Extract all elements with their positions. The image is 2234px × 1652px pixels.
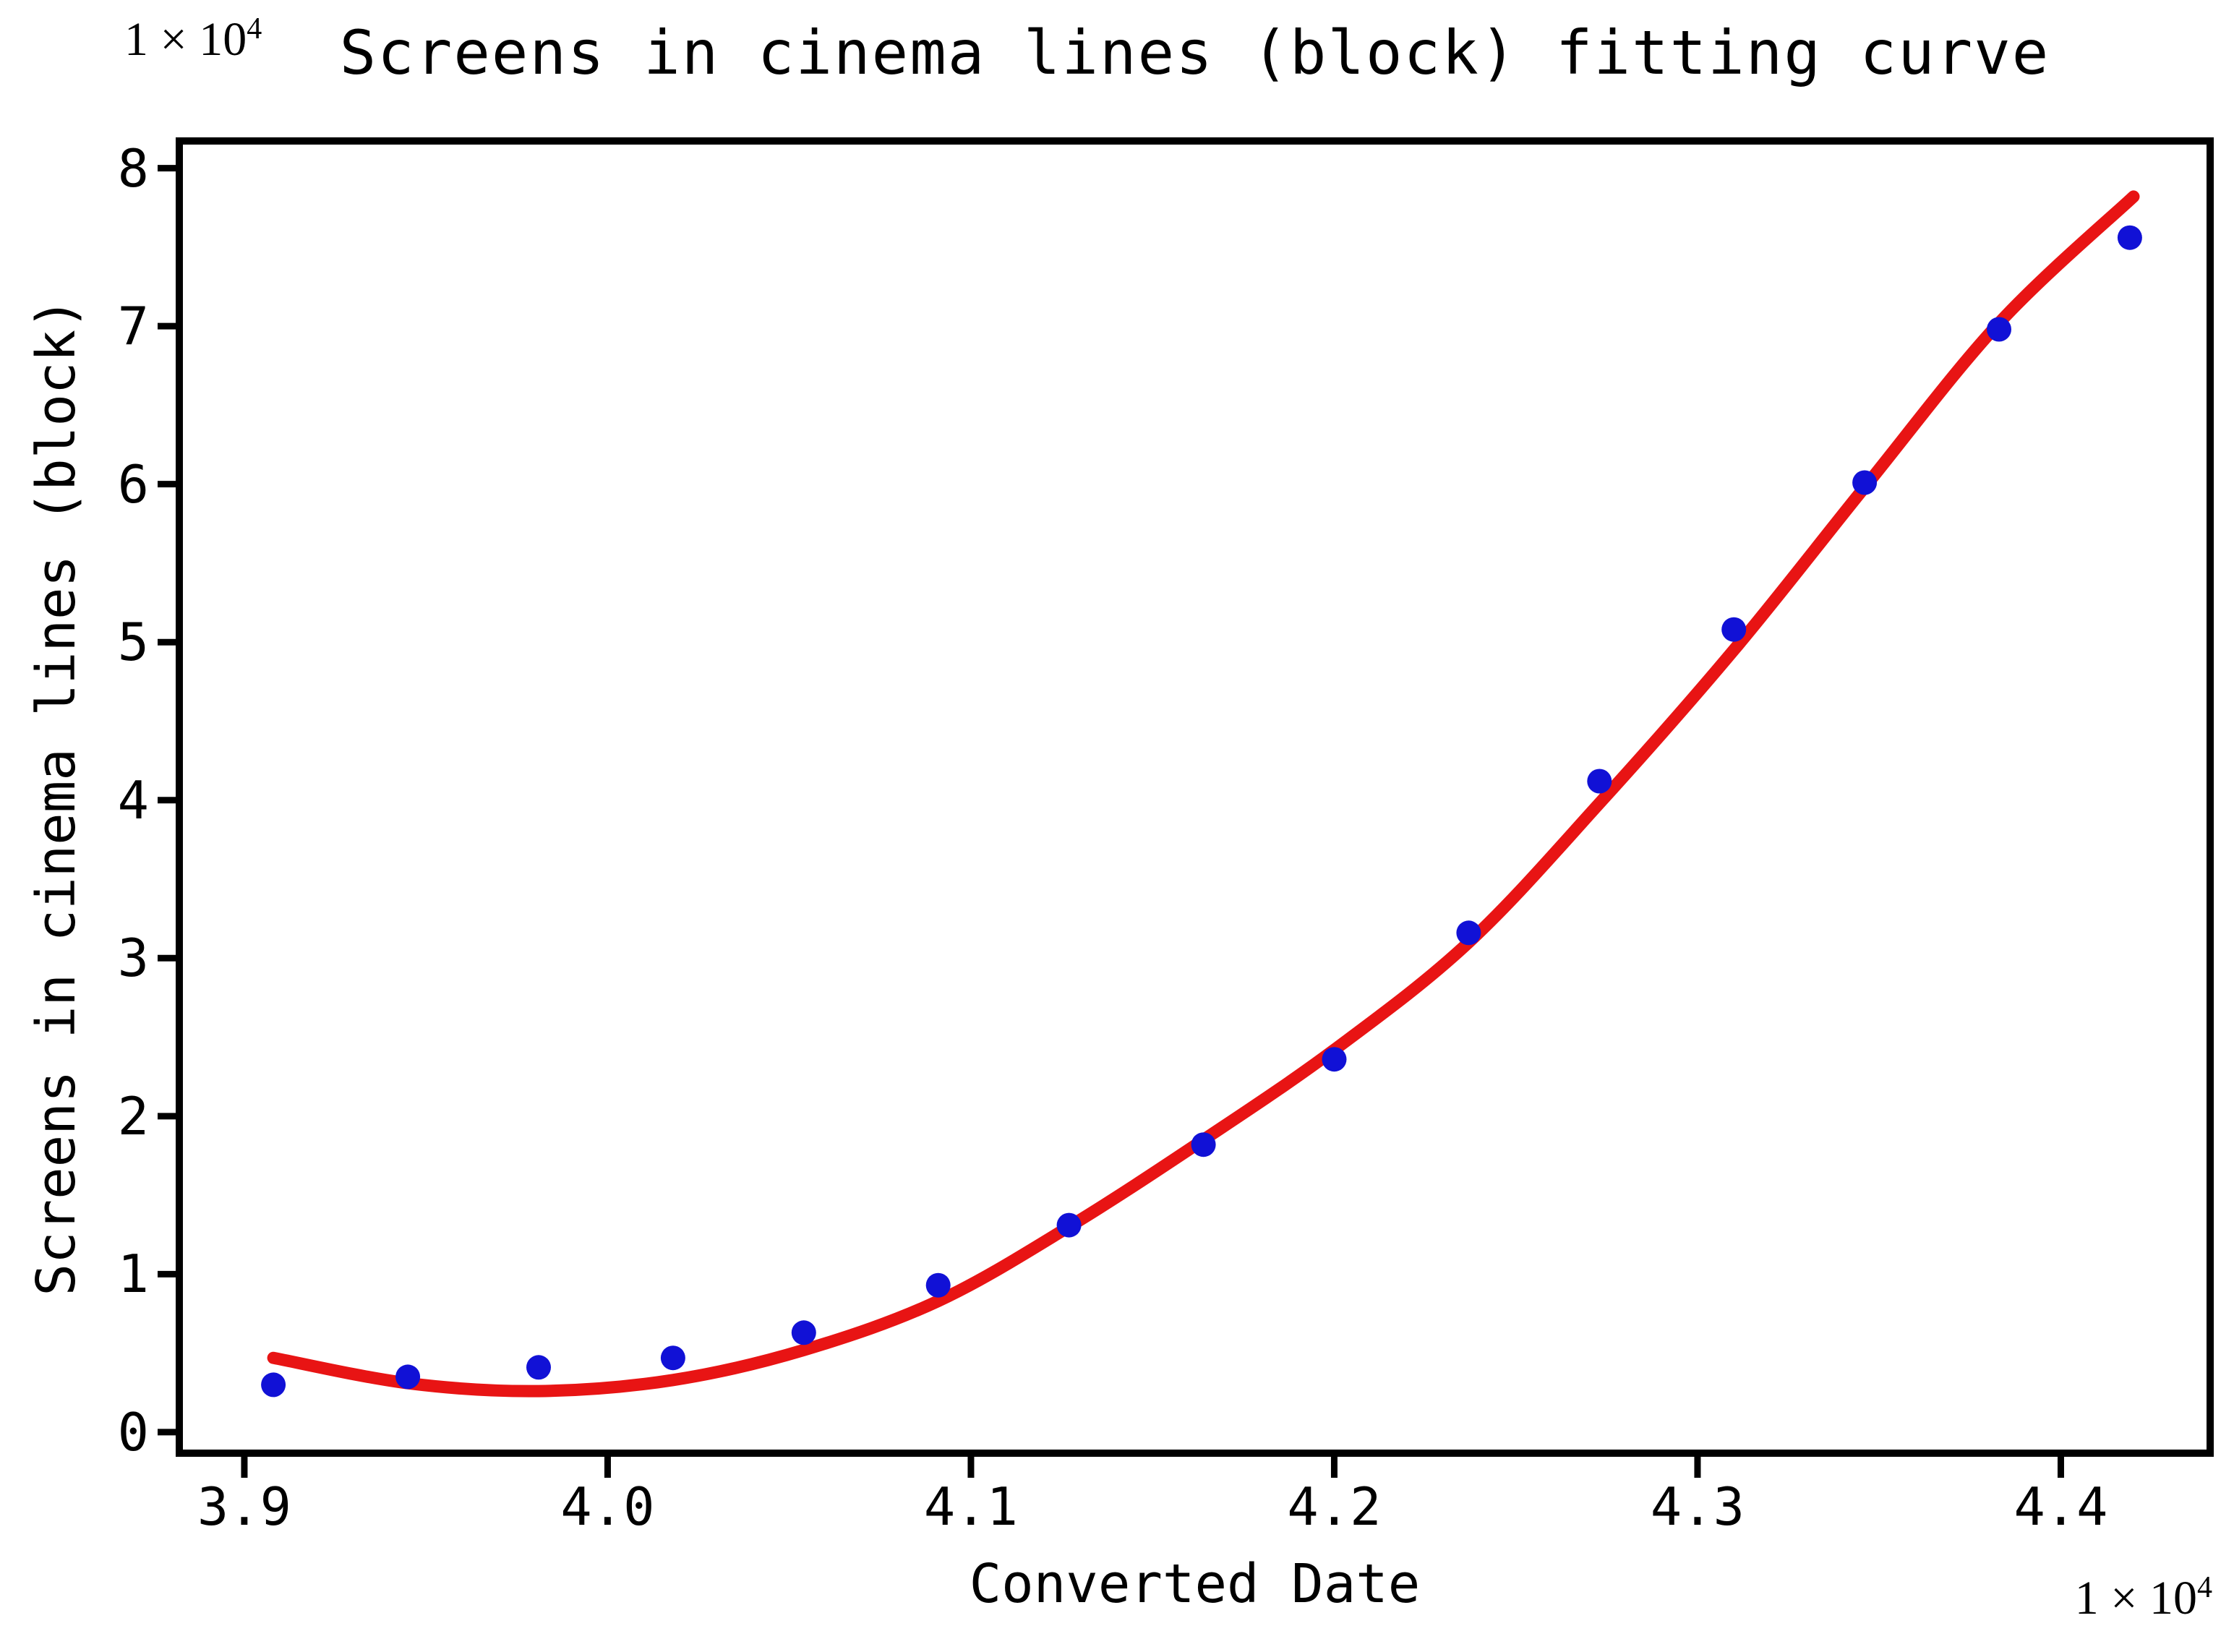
- scatter-point: [1056, 1212, 1082, 1238]
- x-tick-label: 3.9: [197, 1476, 291, 1537]
- scatter-point: [1322, 1047, 1347, 1072]
- scatter-point: [1721, 617, 1747, 642]
- scatter-point: [660, 1345, 685, 1371]
- y-tick-label: 6: [117, 453, 149, 515]
- fit-curve: [267, 190, 2140, 1398]
- x-tick-label: 4.0: [560, 1476, 655, 1537]
- scatter-point: [395, 1364, 421, 1390]
- x-axis-scale-offset: 1 × 104: [2074, 1571, 2212, 1625]
- y-tick-label: 0: [117, 1401, 149, 1463]
- y-tick-label: 5: [117, 612, 149, 673]
- x-tick-label: 4.1: [923, 1476, 1018, 1537]
- scatter-point: [1456, 920, 1481, 946]
- x-tick-label: 4.3: [1650, 1476, 1745, 1537]
- y-tick-label: 4: [117, 769, 149, 831]
- scatter-point: [261, 1372, 286, 1398]
- y-tick-label: 1: [117, 1244, 149, 1305]
- x-axis-label: Converted Date: [969, 1553, 1421, 1615]
- scatter-point: [1852, 470, 1878, 495]
- x-tick-label: 4.2: [1287, 1476, 1382, 1537]
- y-tick-label: 3: [117, 928, 149, 989]
- scatter-point: [1587, 769, 1612, 794]
- scatter-point: [1191, 1132, 1216, 1157]
- y-axis-scale-offset: 1 × 104: [124, 12, 262, 66]
- chart-title: Screens in cinema lines (block) fitting …: [339, 17, 2050, 88]
- scatter-point: [791, 1320, 816, 1345]
- y-tick-label: 8: [117, 137, 149, 199]
- scatter-point: [1987, 317, 2011, 342]
- scatter-point: [526, 1355, 551, 1380]
- y-tick-label: 7: [117, 296, 149, 357]
- scatter-point: [2117, 225, 2142, 250]
- scatter-point: [925, 1272, 951, 1298]
- plot-spines: [176, 137, 2214, 1457]
- x-tick-label: 4.4: [2013, 1476, 2108, 1537]
- y-tick-label: 2: [117, 1085, 149, 1147]
